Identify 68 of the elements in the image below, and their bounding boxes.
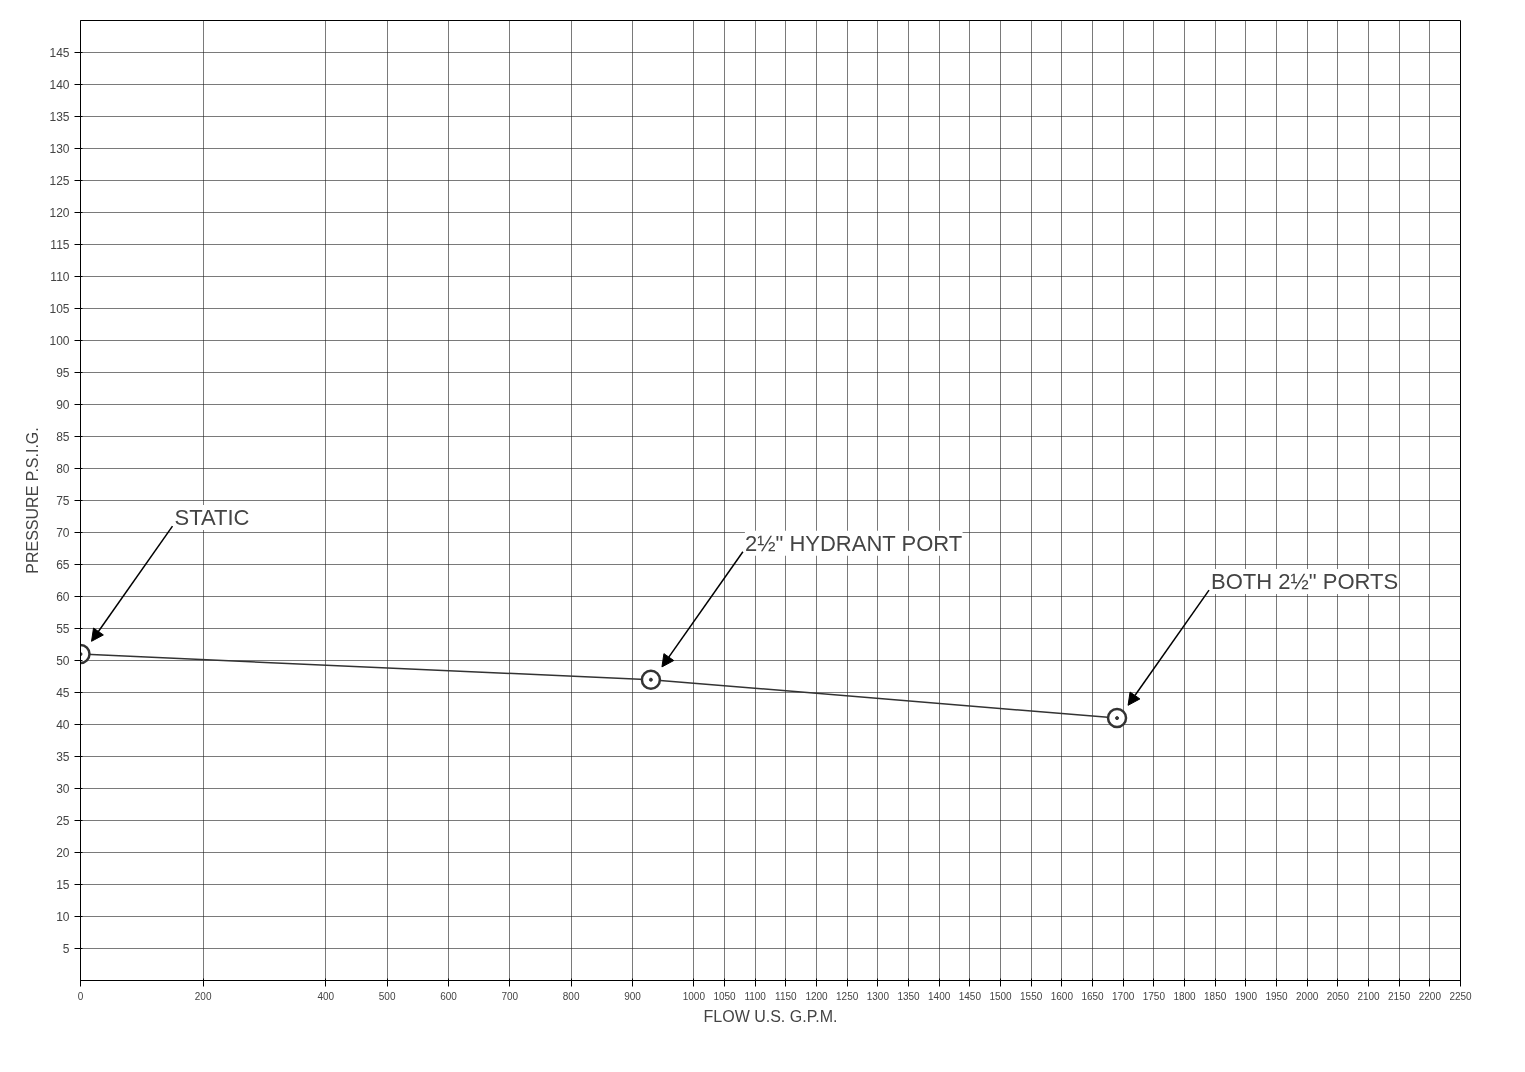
y-tick-label: 35	[56, 750, 70, 764]
x-tick-label: 2150	[1388, 990, 1411, 1002]
x-tick-label: 1700	[1112, 990, 1135, 1002]
y-tick-label: 110	[50, 270, 70, 284]
x-tick-label: 1000	[682, 990, 706, 1002]
y-tick-label: 135	[49, 110, 70, 124]
y-tick-label: 130	[49, 142, 70, 156]
y-tick-label: 115	[50, 238, 70, 252]
x-tick-label: 0	[77, 990, 84, 1002]
y-tick-label: 40	[56, 718, 70, 732]
x-tick-label: 500	[378, 990, 396, 1002]
y-tick-label: 100	[49, 334, 70, 348]
y-tick-label: 25	[56, 814, 70, 828]
x-tick-label: 200	[194, 990, 212, 1002]
x-tick-label: 1850	[1204, 990, 1227, 1002]
y-tick-label: 10	[56, 910, 70, 924]
y-tick-label: 125	[49, 174, 70, 188]
x-tick-label: 400	[317, 990, 335, 1002]
y-tick-label: 120	[49, 206, 70, 220]
x-tick-label: 2200	[1418, 990, 1442, 1002]
y-tick-label: 50	[56, 654, 70, 668]
x-tick-label: 1650	[1081, 990, 1105, 1002]
y-tick-label: 90	[56, 398, 70, 412]
x-tick-label: 1750	[1142, 990, 1166, 1002]
y-tick-label: 85	[56, 430, 70, 444]
y-tick-label: 60	[56, 590, 70, 604]
x-tick-label: 600	[440, 990, 458, 1002]
x-tick-label: 2100	[1357, 990, 1381, 1002]
x-tick-label: 700	[501, 990, 519, 1002]
annotation: BOTH 2½" PORTS	[1211, 569, 1399, 595]
x-tick-label: 1900	[1234, 990, 1258, 1002]
y-tick-label: 140	[49, 78, 70, 92]
x-tick-label: 1550	[1020, 990, 1043, 1002]
x-tick-label: 1200	[805, 990, 829, 1002]
y-tick-label: 55	[56, 622, 70, 636]
y-axis-title: PRESSURE P.S.I.G.	[24, 427, 42, 574]
x-tick-label: 2050	[1326, 990, 1350, 1002]
x-tick-label: 1600	[1050, 990, 1074, 1002]
x-tick-label: 1400	[928, 990, 951, 1002]
y-tick-label: 5	[62, 942, 70, 956]
x-tick-label: 1800	[1173, 990, 1197, 1002]
x-tick-label: 1950	[1265, 990, 1289, 1002]
y-tick-label: 95	[56, 366, 70, 380]
annotation: STATIC	[174, 505, 250, 531]
x-tick-label: 1050	[713, 990, 737, 1002]
x-tick-label: 1450	[958, 990, 982, 1002]
y-tick-label: 45	[56, 686, 70, 700]
x-tick-label: 1300	[866, 990, 890, 1002]
y-tick-label: 145	[49, 46, 70, 60]
x-axis-title: FLOW U.S. G.P.M.	[703, 1007, 838, 1025]
x-tick-label: 1500	[989, 990, 1013, 1002]
y-tick-label: 70	[56, 526, 70, 540]
y-tick-label: 105	[49, 302, 70, 316]
x-tick-label: 2000	[1296, 990, 1319, 1002]
x-tick-label: 1350	[897, 990, 921, 1002]
x-tick-label: 900	[624, 990, 642, 1002]
x-tick-label: 1150	[775, 990, 798, 1002]
x-tick-label: 1100	[744, 990, 767, 1002]
x-tick-label: 2250	[1449, 990, 1473, 1002]
annotation: 2½" HYDRANT PORT	[744, 530, 963, 556]
x-tick-label: 1250	[836, 990, 859, 1002]
y-tick-label: 80	[56, 462, 70, 476]
y-tick-label: 20	[56, 846, 70, 860]
y-tick-label: 65	[56, 558, 70, 572]
y-tick-label: 15	[56, 878, 70, 892]
x-tick-label: 800	[562, 990, 580, 1002]
y-tick-label: 75	[56, 494, 70, 508]
y-tick-label: 30	[56, 782, 70, 796]
